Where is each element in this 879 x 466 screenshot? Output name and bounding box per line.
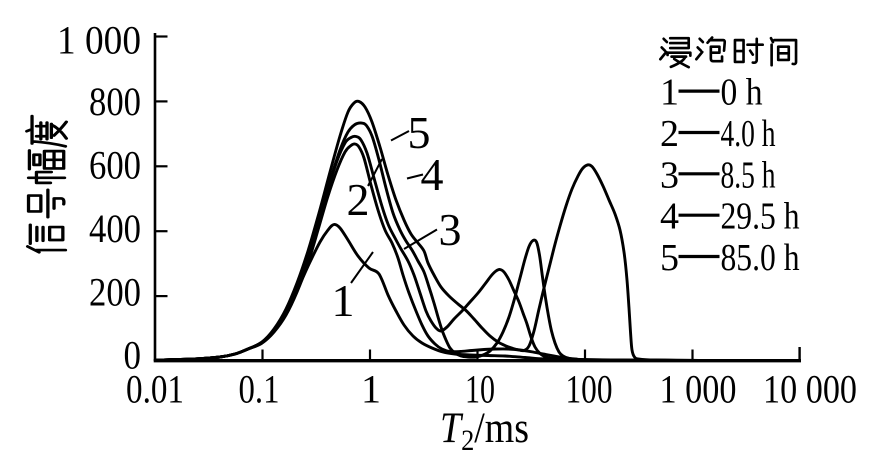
svg-text:4: 4	[421, 149, 444, 200]
svg-text:10: 10	[465, 367, 495, 412]
svg-text:400: 400	[89, 206, 141, 251]
svg-text:600: 600	[89, 143, 141, 188]
svg-text:1: 1	[361, 367, 381, 412]
svg-text:4: 4	[660, 196, 679, 238]
svg-text:0.01: 0.01	[126, 367, 184, 412]
svg-text:1: 1	[660, 72, 679, 114]
svg-text:4.0 h: 4.0 h	[721, 113, 776, 155]
svg-text:3: 3	[660, 154, 679, 196]
svg-text:0.1: 0.1	[239, 367, 280, 412]
svg-text:5: 5	[660, 237, 679, 279]
svg-text:5: 5	[408, 107, 431, 158]
svg-text:1 000: 1 000	[57, 18, 141, 63]
svg-text:200: 200	[89, 269, 141, 314]
svg-text:29.5 h: 29.5 h	[721, 196, 800, 238]
svg-text:T2/ms: T2/ms	[440, 405, 529, 457]
svg-text:8.5 h: 8.5 h	[721, 154, 776, 196]
svg-text:0: 0	[124, 333, 142, 378]
svg-text:2: 2	[347, 174, 370, 225]
svg-text:2: 2	[660, 113, 679, 155]
svg-text:1 000: 1 000	[660, 367, 737, 412]
svg-text:85.0 h: 85.0 h	[721, 237, 800, 279]
svg-text:100: 100	[566, 367, 613, 412]
svg-text:800: 800	[89, 79, 141, 124]
svg-text:3: 3	[439, 204, 462, 255]
svg-text:1: 1	[332, 275, 355, 326]
svg-text:10 000: 10 000	[763, 367, 857, 412]
svg-text:0 h: 0 h	[721, 72, 763, 114]
